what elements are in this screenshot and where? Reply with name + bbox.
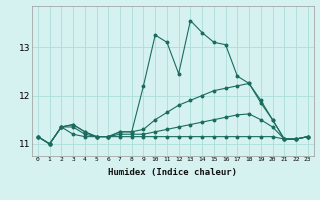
X-axis label: Humidex (Indice chaleur): Humidex (Indice chaleur) [108,168,237,177]
